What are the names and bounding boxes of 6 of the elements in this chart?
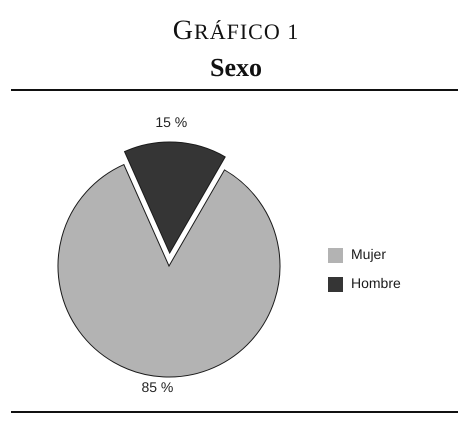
- chart-title: GRÁFICO 1: [172, 15, 300, 48]
- chart-subtitle: Sexo: [209, 53, 263, 83]
- legend-label: Mujer: [351, 246, 386, 262]
- legend-label: Hombre: [351, 275, 401, 291]
- data-label: 85 %: [141, 378, 174, 395]
- data-label: 15 %: [155, 114, 188, 130]
